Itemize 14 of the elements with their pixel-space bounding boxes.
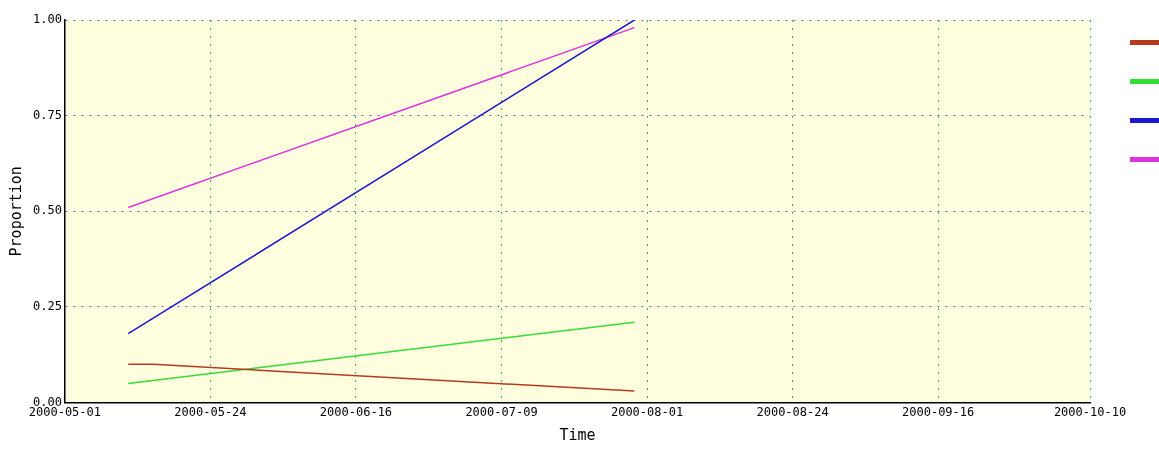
x-tick-label: 2000-05-01 <box>28 404 102 419</box>
x-tick-label: 2000-06-16 <box>319 404 393 419</box>
y-tick-label: 0.50 <box>32 203 62 218</box>
x-tick-label: 2000-07-09 <box>465 404 538 419</box>
y-tick-label: 0.25 <box>32 299 62 314</box>
x-tick-label: 2000-09-16 <box>902 404 975 419</box>
x-tick-label: 2000-08-01 <box>610 404 684 419</box>
x-tick-label: 2000-08-24 <box>756 404 829 419</box>
x-axis-title: Time <box>559 425 596 444</box>
x-tick-label: 2000-05-24 <box>174 404 247 419</box>
y-tick-label: 0.75 <box>32 107 62 122</box>
x-tick-label: 2000-10-10 <box>1053 404 1127 419</box>
y-tick-label: 1.00 <box>32 12 62 27</box>
y-axis-title: Proportion <box>6 166 25 257</box>
